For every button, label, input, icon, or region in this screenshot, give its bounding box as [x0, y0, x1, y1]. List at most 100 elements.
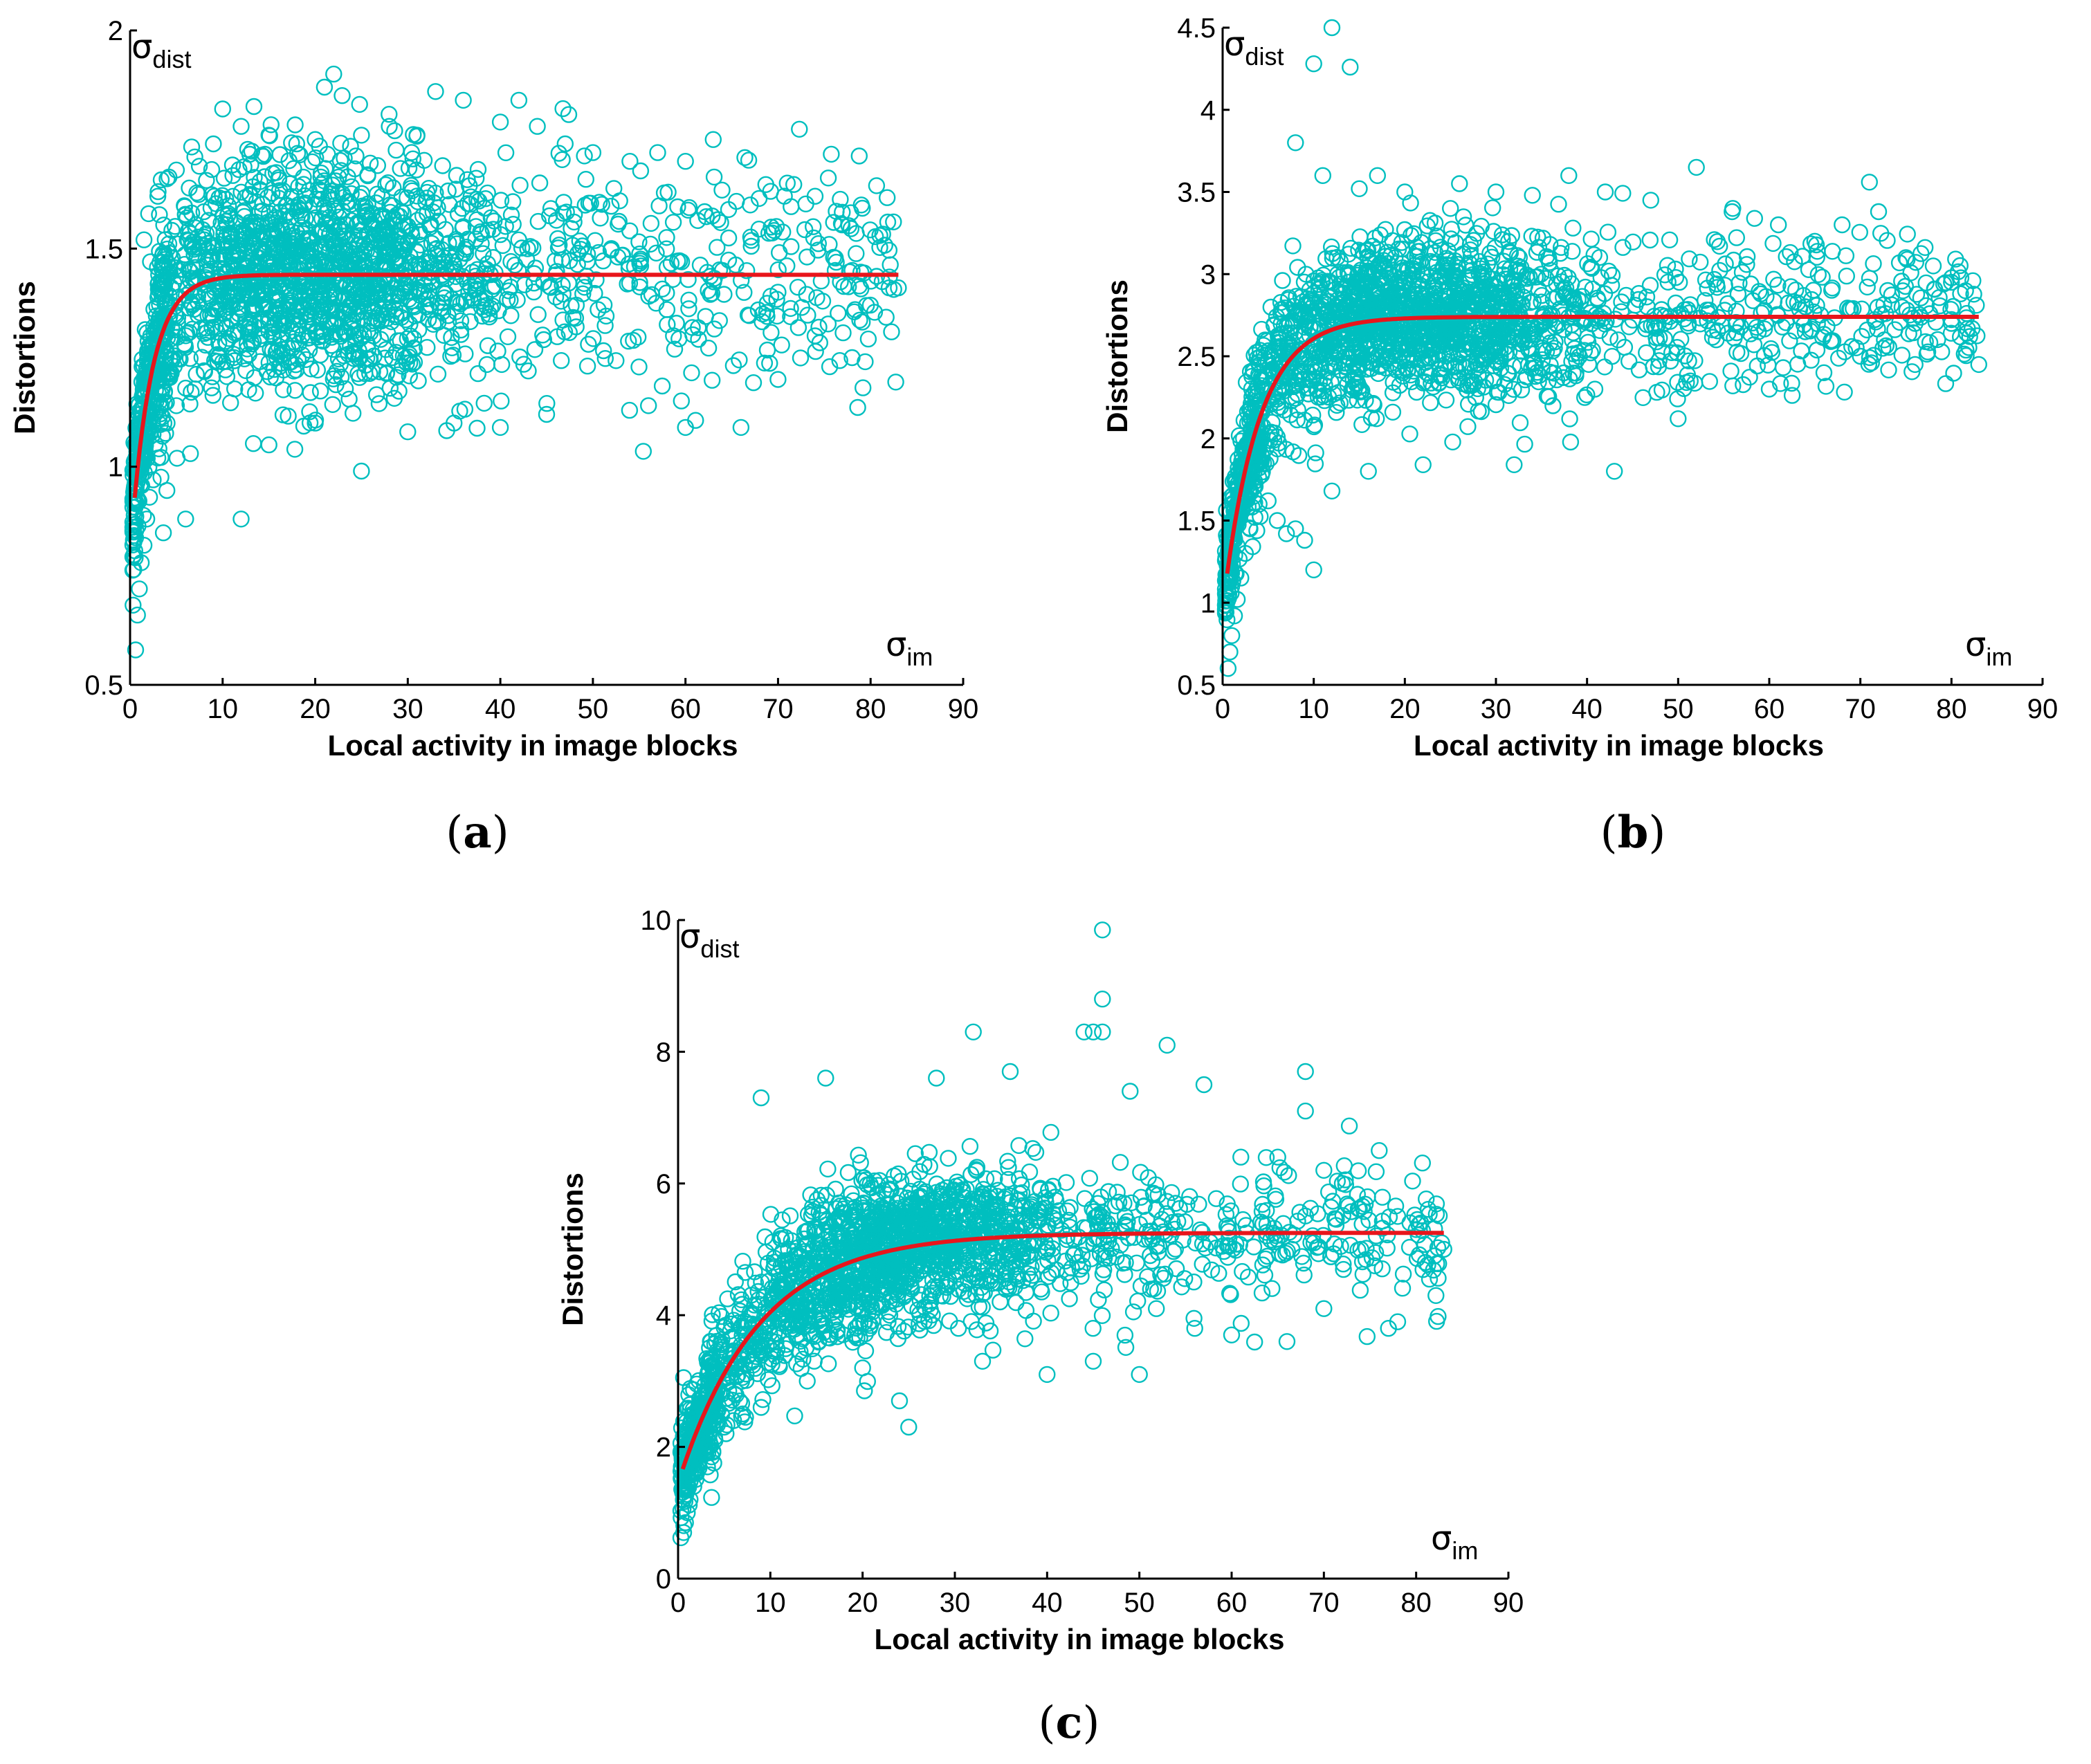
scatter-cloud: [672, 1117, 1450, 1547]
scatter-point: [469, 365, 486, 383]
scatter-point: [307, 256, 324, 273]
x-axis-label: Local activity in image blocks: [1414, 729, 1824, 762]
scatter-point: [1937, 375, 1955, 392]
y-tick-label: 2: [108, 16, 123, 46]
scatter-point: [151, 206, 168, 223]
scatter-point: [552, 293, 570, 310]
scatter-point: [325, 65, 343, 83]
scatter-point: [630, 329, 647, 346]
scatter-point: [1968, 297, 1985, 314]
scatter-point: [1487, 183, 1505, 201]
scatter-point: [819, 1355, 837, 1372]
scatter-point: [469, 160, 487, 178]
scatter-point: [830, 304, 847, 322]
scatter-point: [526, 341, 544, 358]
scatter-point: [834, 203, 851, 221]
scatter-point: [1511, 414, 1529, 432]
scatter-point: [529, 306, 547, 323]
scatter-point: [1277, 525, 1295, 542]
scatter-point: [1562, 433, 1580, 451]
scatter-point: [810, 318, 828, 336]
scatter-point: [1459, 418, 1477, 435]
scatter-point: [203, 379, 220, 396]
scatter-point: [506, 257, 524, 274]
scatter-point: [251, 353, 268, 370]
scatter-point: [1642, 192, 1660, 209]
scatter-point: [224, 167, 241, 184]
scatter-point: [769, 371, 787, 388]
scatter-point: [1630, 361, 1648, 378]
scatter-point: [334, 86, 351, 104]
scatter-point: [658, 284, 675, 302]
scatter-point: [188, 365, 205, 383]
scatter-point: [648, 244, 665, 261]
scatter-point: [713, 181, 731, 199]
scatter-point: [632, 162, 650, 180]
scatter-point: [434, 303, 452, 320]
x-tick-label: 30: [1481, 694, 1512, 724]
scatter-point: [1223, 627, 1241, 644]
scatter-point: [522, 238, 539, 255]
scatter-point: [509, 291, 526, 309]
scatter-point: [387, 141, 405, 159]
scatter-point: [796, 221, 814, 239]
scatter-point: [205, 135, 222, 153]
scatter-point: [381, 105, 398, 123]
scatter-point: [1837, 247, 1855, 264]
scatter-point: [149, 183, 167, 201]
scatter-point: [810, 235, 828, 252]
x-tick-label: 70: [763, 694, 794, 724]
scatter-point: [479, 337, 497, 354]
panel-caption: (b): [1600, 807, 1666, 858]
scatter-point: [473, 235, 490, 252]
y-tick-label: 4: [1200, 95, 1216, 126]
scatter-point: [255, 147, 272, 165]
scatter-point: [1582, 230, 1600, 248]
scatter-point: [197, 336, 214, 354]
scatter-point: [585, 330, 602, 347]
scatter-point: [232, 511, 250, 528]
x-tick-label: 20: [1389, 694, 1421, 724]
scatter-point: [404, 150, 421, 167]
scatter-point: [563, 297, 580, 315]
scatter-point: [158, 394, 175, 411]
scatter-point: [529, 118, 546, 135]
scatter-point: [621, 222, 639, 239]
scatter-point: [1306, 455, 1324, 472]
scatter-point: [703, 371, 721, 389]
scatter-point: [1444, 433, 1461, 451]
scatter-point: [286, 441, 304, 458]
scatter-point: [493, 392, 510, 410]
scatter-point: [188, 184, 206, 201]
scatter-point: [381, 380, 399, 397]
x-tick-label: 40: [485, 694, 516, 724]
scatter-point: [301, 403, 318, 421]
scatter-point: [497, 218, 514, 235]
x-corner-label: σim: [886, 625, 933, 671]
scatter-point: [1342, 58, 1359, 76]
scatter-point: [237, 189, 254, 206]
scatter-point: [1731, 275, 1748, 292]
scatter-point: [791, 120, 808, 138]
scatter-point: [1530, 239, 1548, 256]
scatter-point: [736, 149, 754, 167]
panel-caption: (a): [446, 807, 509, 858]
scatter-point: [311, 383, 329, 400]
scatter-point: [1638, 344, 1655, 362]
scatter-point: [878, 189, 896, 206]
scatter-point: [468, 419, 486, 437]
scatter-point: [1274, 272, 1291, 289]
scatter-point: [578, 358, 596, 375]
scatter-point: [1451, 175, 1468, 192]
scatter-point: [839, 278, 857, 295]
scatter-point: [1815, 364, 1833, 381]
scatter-point: [427, 83, 444, 100]
scatter-point: [1221, 643, 1239, 661]
scatter-point: [832, 190, 849, 208]
scatter-point: [1970, 356, 1988, 374]
y-tick-label: 4.5: [1177, 13, 1216, 44]
scatter-point: [235, 158, 253, 176]
scatter-point: [1641, 231, 1659, 249]
scatter-point: [567, 318, 585, 336]
scatter-cloud: [1216, 175, 1986, 629]
